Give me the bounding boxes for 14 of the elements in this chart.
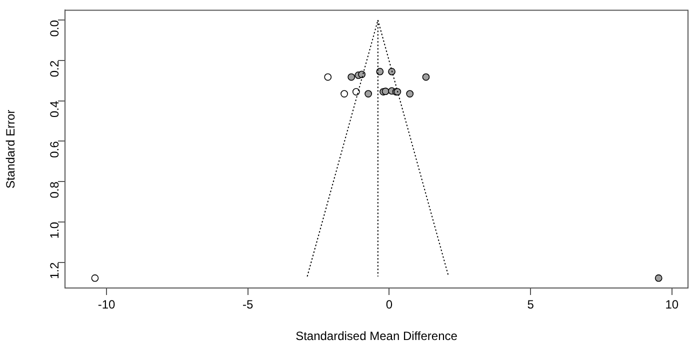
y-tick-label: 0.6 — [47, 140, 62, 158]
y-tick-label: 1.0 — [47, 222, 62, 239]
y-tick-label: 0.2 — [47, 60, 62, 78]
x-tick-label: -10 — [98, 298, 116, 312]
y-tick-label: 0.4 — [47, 100, 62, 118]
y-tick-label: 0.0 — [47, 20, 62, 37]
x-tick-label: -5 — [242, 298, 254, 312]
x-tick-label: 5 — [527, 298, 534, 312]
x-tick-label: 0 — [386, 298, 393, 312]
y-tick-label: 1.2 — [47, 262, 62, 280]
y-tick-label: 0.8 — [47, 181, 62, 198]
x-tick-label: 10 — [665, 298, 679, 312]
y-axis-title: Standard Error — [4, 110, 18, 188]
x-axis-title: Standardised Mean Difference — [296, 329, 458, 344]
